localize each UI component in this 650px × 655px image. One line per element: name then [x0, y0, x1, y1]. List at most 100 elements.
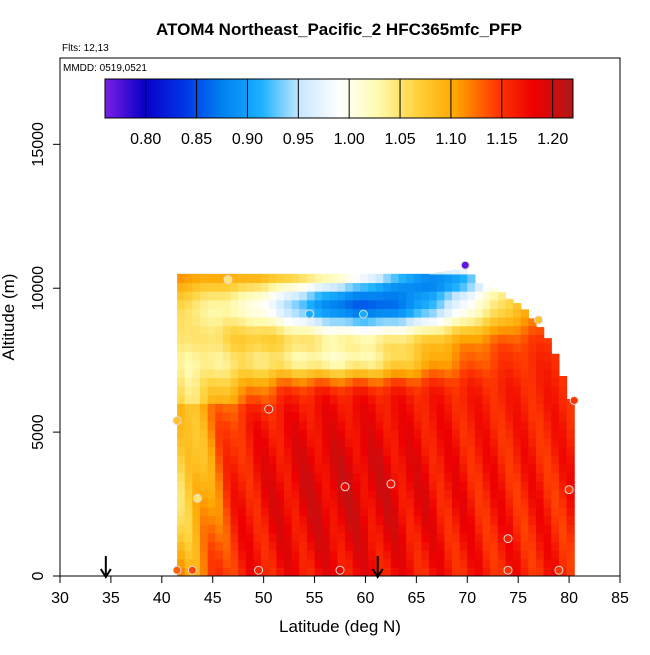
heatmap-cell: [299, 394, 308, 404]
heatmap-cell: [329, 506, 339, 517]
heatmap-cell: [543, 455, 552, 465]
heatmap-cell: [505, 489, 514, 499]
heatmap-cell: [329, 411, 339, 422]
heatmap-cell: [528, 455, 537, 465]
heatmap-cell: [329, 429, 339, 439]
heatmap-cell: [200, 446, 209, 456]
heatmap-cell: [429, 541, 438, 551]
heatmap-cell: [406, 351, 415, 361]
heatmap-cell: [345, 524, 354, 534]
heatmap-cell: [421, 317, 430, 327]
heatmap-cell: [558, 524, 568, 534]
heatmap-cell: [345, 403, 354, 413]
heatmap-cell: [299, 351, 308, 361]
heatmap-cell: [505, 420, 514, 430]
heatmap-cell: [528, 411, 537, 422]
heatmap-cell: [245, 420, 255, 430]
heatmap-cell: [222, 325, 232, 335]
heatmap-cell: [238, 532, 247, 543]
heatmap-cell: [230, 541, 239, 551]
heatmap-cell: [497, 342, 507, 353]
heatmap-cell: [329, 360, 339, 370]
heatmap-cell: [513, 411, 522, 422]
heatmap-cell: [192, 532, 201, 543]
heatmap-cell: [558, 489, 568, 499]
heatmap-cell: [268, 567, 277, 576]
heatmap-cell: [360, 567, 369, 576]
heatmap-cell: [429, 506, 438, 517]
heatmap-cell: [520, 463, 529, 473]
heatmap-cell: [215, 386, 224, 396]
heatmap-cell: [543, 429, 552, 439]
heatmap-cell: [291, 550, 300, 560]
heatmap-cell: [299, 411, 308, 422]
heatmap-cell: [329, 342, 339, 353]
heatmap-cell: [337, 550, 346, 560]
heatmap-cell: [474, 515, 484, 525]
heatmap-cell: [390, 377, 400, 387]
heatmap-cell: [291, 524, 300, 534]
heatmap-cell: [429, 282, 438, 292]
heatmap-cell: [398, 550, 407, 560]
heatmap-cell: [238, 550, 247, 560]
heatmap-cell: [192, 273, 201, 284]
heatmap-cell: [261, 325, 270, 335]
colorbar-gradient: [104, 78, 574, 119]
heatmap-cell: [467, 368, 476, 379]
heatmap-cell: [368, 481, 377, 491]
heatmap-cell: [345, 489, 354, 499]
heatmap-cell: [299, 437, 308, 448]
heatmap-cell: [314, 532, 323, 543]
heatmap-cell: [452, 429, 461, 439]
heatmap-cell: [222, 446, 232, 456]
heatmap-cell: [261, 394, 270, 404]
heatmap-cell: [253, 429, 262, 439]
heatmap-cell: [505, 524, 514, 534]
heatmap-cell: [352, 403, 361, 413]
heatmap-cell: [253, 463, 262, 473]
heatmap-cell: [200, 308, 209, 318]
heatmap-cell: [390, 455, 400, 465]
heatmap-cell: [444, 403, 453, 413]
heatmap-cell: [184, 481, 193, 491]
heatmap-cell: [200, 291, 209, 301]
heatmap-cell: [261, 299, 270, 309]
heatmap-cell: [238, 541, 247, 551]
heatmap-cell: [375, 541, 384, 551]
heatmap-cell: [551, 368, 560, 379]
heatmap-cell: [413, 377, 423, 387]
heatmap-cell: [429, 368, 438, 379]
heatmap-cell: [543, 437, 552, 448]
heatmap-cell: [368, 455, 377, 465]
heatmap-cell: [497, 429, 507, 439]
heatmap-cell: [436, 524, 445, 534]
heatmap-cell: [406, 481, 415, 491]
heatmap-cell: [452, 386, 461, 396]
heatmap-cell: [200, 403, 209, 413]
heatmap-cell: [360, 394, 369, 404]
heatmap-cell: [253, 558, 262, 568]
heatmap-cell: [474, 524, 484, 534]
heatmap-cell: [490, 386, 499, 396]
heatmap-cell: [238, 282, 247, 292]
heatmap-cell: [314, 308, 323, 318]
heatmap-cell: [238, 403, 247, 413]
heatmap-cell: [536, 558, 545, 568]
heatmap-cell: [413, 481, 423, 491]
heatmap-cell: [329, 489, 339, 499]
heatmap-cell: [207, 360, 216, 370]
heatmap-cell: [192, 446, 201, 456]
heatmap-cell: [474, 325, 484, 335]
heatmap-cell: [566, 515, 575, 525]
heatmap-cell: [528, 567, 537, 576]
heatmap-cell: [383, 429, 392, 439]
heatmap-cell: [505, 325, 514, 335]
heatmap-cell: [490, 446, 499, 456]
heatmap-cell: [261, 411, 270, 422]
heatmap-cell: [291, 437, 300, 448]
heatmap-cell: [383, 437, 392, 448]
heatmap-cell: [306, 437, 316, 448]
heatmap-cell: [406, 282, 415, 292]
heatmap-cell: [429, 360, 438, 370]
heatmap-cell: [543, 386, 552, 396]
